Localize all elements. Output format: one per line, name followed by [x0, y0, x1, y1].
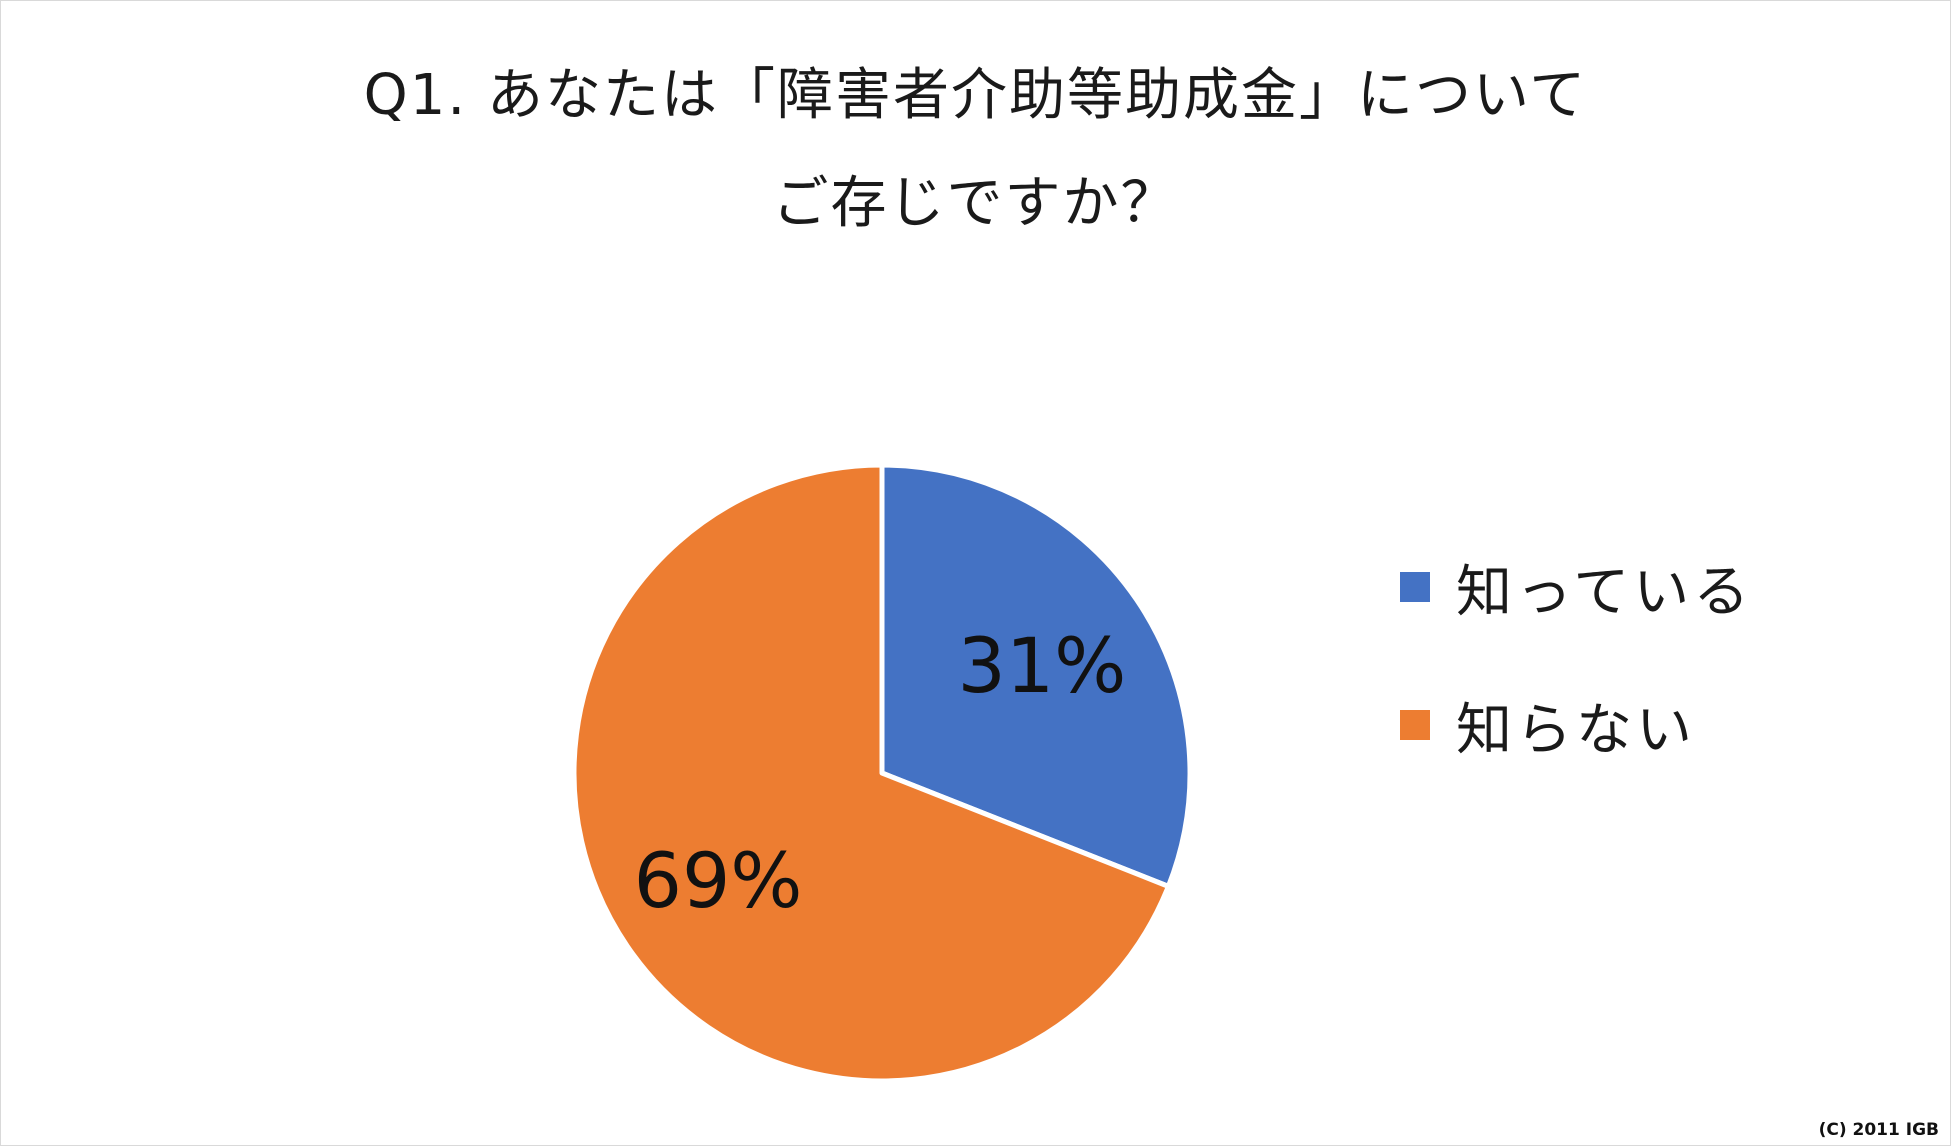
data-label-known: 31%	[957, 621, 1126, 710]
legend-swatch-known	[1400, 572, 1430, 602]
pie-slice-known	[879, 462, 1193, 889]
legend-label-unknown: 知らない	[1456, 697, 1696, 763]
chart-title-line-1: Q1. あなたは「障害者介助等助成金」について	[363, 63, 1588, 128]
legend-item-unknown: 知らない	[1400, 693, 1753, 763]
data-label-unknown: 69%	[634, 836, 803, 925]
chart-legend: 知っている 知らない	[1400, 555, 1753, 831]
chart-title-line-2: ご存じですか？	[772, 171, 1179, 236]
legend-label-known: 知っている	[1456, 559, 1754, 625]
pie-slice-unknown	[571, 462, 1171, 1084]
chart-title: Q1. あなたは「障害者介助等助成金」について ご存じですか？	[0, 42, 1951, 258]
legend-item-known: 知っている	[1400, 555, 1753, 625]
copyright-notice: (C) 2011 IGB	[1818, 1120, 1939, 1140]
legend-swatch-unknown	[1400, 710, 1430, 740]
